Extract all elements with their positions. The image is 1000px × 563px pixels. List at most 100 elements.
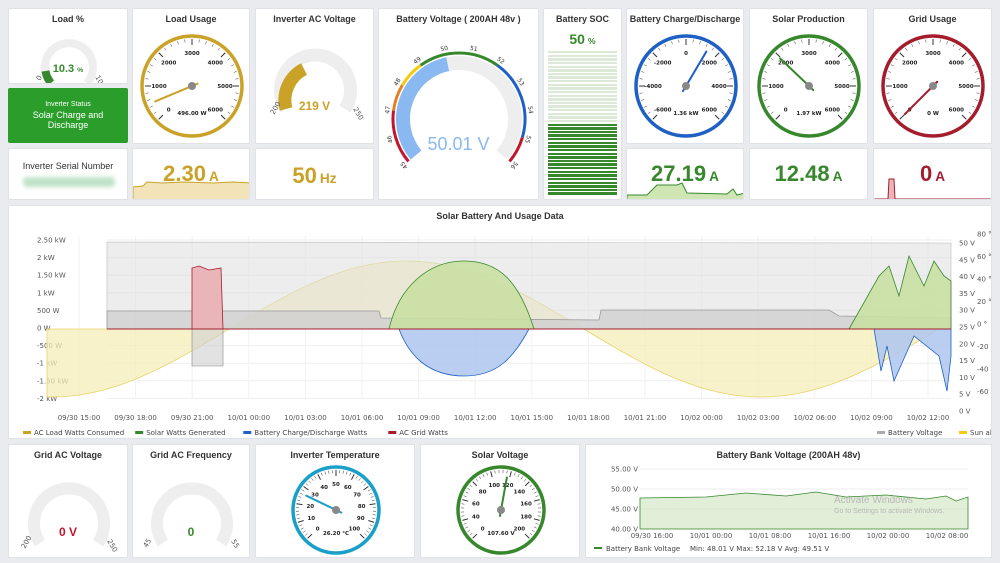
dial-tick — [359, 533, 365, 539]
dial-tick — [205, 41, 207, 45]
y-tick: 45.00 V — [611, 506, 638, 514]
dial-tick — [844, 111, 848, 114]
y-left-tick: 500 W — [37, 307, 60, 315]
dial-scale-label: 3000 — [801, 51, 816, 57]
dial-scale-label: 4000 — [711, 84, 726, 90]
battery-charge-area — [398, 328, 530, 377]
dial-tick — [369, 492, 373, 495]
dial-tick — [974, 99, 978, 101]
dial-scale-label: 6000 — [949, 107, 964, 113]
dial-scale-label: 5000 — [958, 84, 973, 90]
dial-tick — [714, 114, 720, 120]
voltage-tick-label: 55 — [523, 134, 532, 143]
solar-production-dial: 01000200030004000500060001.97 kW — [757, 34, 861, 138]
dial-readout: 1.36 kW — [673, 111, 698, 117]
soc-segment — [548, 76, 617, 79]
dial-tick — [850, 71, 854, 73]
load-usage-panel: Load Usage 0 1000 2000 3000 4000 5000 6000 496.… — [132, 8, 250, 144]
voltage-tick-label: 49 — [412, 56, 422, 66]
dial-scale-label: -2000 — [654, 61, 672, 67]
panel-title: Battery Charge/Discharge — [629, 14, 741, 24]
dial-scale-label: 20 — [306, 504, 314, 510]
dial-tick — [828, 44, 831, 47]
dial-scale-label: 3000 — [184, 51, 199, 57]
solar-current-panel: 12.48 A — [749, 148, 868, 200]
soc-segment — [548, 83, 617, 87]
dial-scale-label: 4000 — [825, 61, 840, 67]
dial-tick — [317, 474, 322, 480]
dial-tick — [894, 58, 898, 61]
dial-tick — [463, 495, 467, 497]
dial-tick — [775, 114, 781, 120]
dial-tick — [479, 476, 482, 480]
soc-segment — [548, 156, 617, 159]
dial-tick — [641, 71, 645, 73]
panel-title: Battery Voltage ( 200AH 48v ) — [396, 14, 521, 24]
battery-bank-voltage-chart: 55.00 V 50.00 V 45.00 V 40.00 V09/30 16:00 1… — [594, 466, 969, 553]
dial-tick — [647, 111, 651, 114]
dial-scale-label: 200 — [514, 526, 526, 532]
battery-charge-panel: Battery Charge/Discharge -6000 -4000 -2000… — [626, 8, 744, 144]
solar-generated-area — [388, 260, 535, 330]
inverter-status-value: Solar Charge and Discharge — [32, 110, 104, 130]
dial-tick — [822, 41, 824, 45]
grid-ac-voltage-panel: Grid AC Voltage 200 250 0 V — [8, 444, 128, 558]
battery-soc-bar-gauge — [548, 51, 617, 197]
dial-tick — [302, 530, 306, 533]
dial-tick — [297, 520, 304, 523]
load-current-panel: 2.30 A — [132, 148, 250, 200]
dial-tick — [462, 499, 469, 502]
dial-tick — [349, 472, 351, 476]
dial-scale-label: 4000 — [949, 61, 964, 67]
x-tick: 09/30 21:00 — [171, 414, 214, 422]
dial-tick — [837, 52, 843, 58]
dial-tick — [524, 478, 527, 482]
dial-tick — [150, 64, 153, 67]
y-right-voltage-tick: 25 V — [959, 324, 975, 332]
soc-segment — [548, 181, 617, 184]
y-right-voltage-tick: 40 V — [959, 273, 975, 281]
voltage-tick-label: 56 — [509, 160, 519, 170]
legend-swatch — [594, 547, 602, 549]
ac-grid-area — [191, 265, 224, 330]
grid-usage-dial: 01000200030004000500060000 W — [881, 34, 985, 138]
dial-tick — [324, 471, 326, 475]
ac-frequency-value: 50 Hz — [292, 163, 337, 188]
dial-tick — [301, 489, 305, 492]
dial-scale-label: 50 — [332, 482, 340, 488]
panel-title: Battery SOC — [555, 14, 609, 24]
dial-tick — [770, 58, 774, 61]
dial-tick — [644, 64, 647, 67]
dial-scale-label: 40 — [472, 515, 480, 521]
load-percent-gauge: 0 100 — [35, 39, 107, 83]
voltage-tick-label: 50 — [440, 45, 449, 53]
soc-segment — [548, 127, 617, 130]
battery-bank-voltage-panel: Battery Bank Voltage (200AH 48v) 55.00 V… — [585, 444, 992, 558]
dial-tick — [153, 58, 157, 61]
x-tick: 10/01 16:00 — [808, 532, 851, 540]
battery-current-value: 27.19 A — [651, 161, 719, 186]
dial-tick — [524, 481, 530, 487]
inverter-ac-voltage-gauge: 200 250 — [269, 48, 365, 122]
x-tick: 10/02 06:00 — [794, 414, 837, 422]
dial-tick — [520, 476, 523, 480]
soc-segment — [548, 72, 617, 76]
x-tick: 10/01 00:00 — [690, 532, 733, 540]
x-tick: 10/02 03:00 — [737, 414, 780, 422]
dial-tick — [364, 533, 367, 536]
dial-tick — [770, 111, 774, 114]
load-percent-panel: Load % 0 100 10.3% — [8, 8, 128, 84]
inverter-temperature-panel: Inverter Temperature 0 10 20 30 40 50 60 70 80 90… — [255, 444, 415, 558]
ac-frequency-stat-panel: 50 Hz — [255, 148, 374, 200]
dial-scale-label: 40 — [320, 485, 328, 491]
dial-tick — [369, 503, 376, 506]
dial-tick — [177, 41, 179, 45]
soc-segment — [548, 119, 617, 123]
dial-tick — [533, 491, 537, 494]
dial-scale-label: 1000 — [892, 84, 907, 90]
dial-tick — [531, 488, 535, 491]
dial-tick — [296, 517, 300, 519]
dial-scale-label: 0 — [167, 107, 171, 113]
dial-scale-label: 0 — [316, 526, 320, 532]
y-right-altitude-tick: 20 ° — [977, 298, 992, 306]
